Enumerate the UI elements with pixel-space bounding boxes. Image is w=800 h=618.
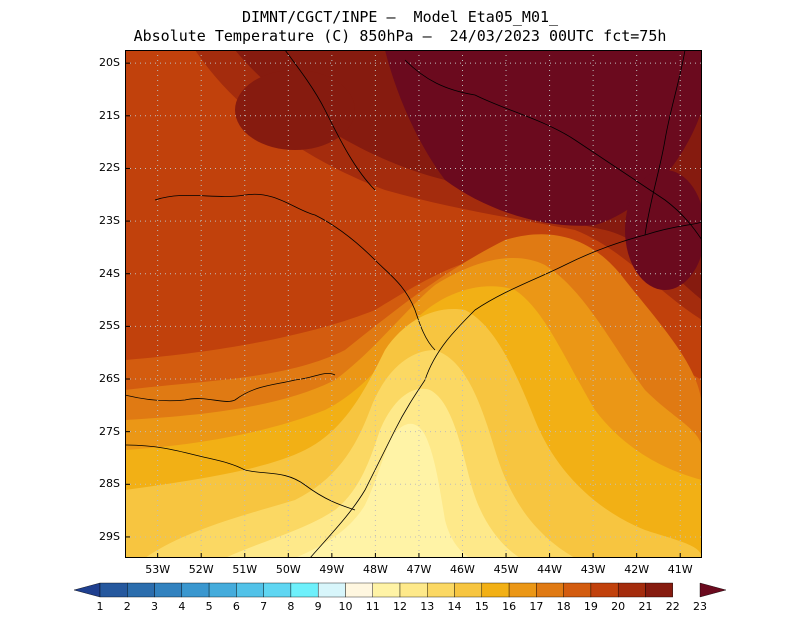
map-border xyxy=(125,50,702,558)
colorbar-swatch xyxy=(399,582,428,598)
colorbar-swatch xyxy=(154,582,183,598)
lon-tick-label: 51W xyxy=(232,563,258,576)
lon-tick-label: 49W xyxy=(319,563,345,576)
colorbar-swatch xyxy=(590,582,619,598)
colorbar-swatch xyxy=(699,582,726,598)
lat-tick-label: 23S xyxy=(99,214,120,228)
lat-tick-label: 29S xyxy=(99,529,120,543)
colorbar-tick-label: 22 xyxy=(665,600,680,613)
border-line xyxy=(154,193,436,351)
temperature-map xyxy=(125,50,702,558)
lat-tick-label: 25S xyxy=(99,319,120,333)
colorbar-swatch xyxy=(127,582,155,598)
colorbar-tick-label: 14 xyxy=(447,600,462,613)
colorbar-swatch xyxy=(617,582,646,598)
colorbar-swatch xyxy=(181,582,210,598)
graticule xyxy=(125,50,702,558)
lon-tick-label: 47W xyxy=(406,563,432,576)
colorbar-tick-label: 8 xyxy=(287,600,295,613)
colorbar-swatch xyxy=(645,582,673,598)
colorbar xyxy=(74,582,726,598)
lon-tick-label: 53W xyxy=(145,563,171,576)
coastline-borders xyxy=(125,50,702,558)
lat-tick-label: 22S xyxy=(99,161,120,175)
colorbar-swatch xyxy=(563,582,592,598)
coastline-atlantic xyxy=(424,221,702,381)
colorbar-swatch xyxy=(372,582,401,598)
coastline-south xyxy=(309,379,426,558)
lon-tick-label: 45W xyxy=(493,563,519,576)
colorbar-swatch xyxy=(481,582,510,598)
colorbar-tick-label: 3 xyxy=(151,600,159,613)
colorbar-tick-label: 23 xyxy=(693,600,707,613)
colorbar-swatch xyxy=(99,582,128,598)
colorbar-tick-label: 16 xyxy=(502,600,517,613)
lon-tick-label: 52W xyxy=(188,563,214,576)
colorbar-swatch xyxy=(236,582,264,598)
colorbar-swatch xyxy=(345,582,373,598)
colorbar-tick-label: 12 xyxy=(393,600,407,613)
coastline-northeast xyxy=(644,50,686,236)
colorbar-tick-label: 1 xyxy=(96,600,104,613)
lon-tick-label: 50W xyxy=(275,563,301,576)
colorbar-tick-label: 18 xyxy=(556,600,571,613)
border-line xyxy=(125,372,336,402)
colorbar-tick-label: 19 xyxy=(583,600,598,613)
colorbar-tick-label: 4 xyxy=(178,600,186,613)
lon-tick-label: 48W xyxy=(362,563,388,576)
colorbar-tick-label: 13 xyxy=(420,600,435,613)
colorbar-tick-label: 15 xyxy=(474,600,489,613)
colorbar-swatch xyxy=(74,582,101,598)
colorbar-tick-label: 5 xyxy=(205,600,213,613)
colorbar-tick-label: 9 xyxy=(314,600,322,613)
border-line xyxy=(284,50,376,191)
colorbar-tick-label: 2 xyxy=(123,600,131,613)
colorbar-tick-label: 6 xyxy=(232,600,240,613)
colorbar-tick-label: 10 xyxy=(338,600,353,613)
colorbar-swatch xyxy=(317,582,346,598)
field-band-13 xyxy=(225,388,520,558)
lon-tick-label: 43W xyxy=(580,563,606,576)
colorbar-swatch xyxy=(208,582,237,598)
lon-tick-label: 41W xyxy=(667,563,693,576)
field-hot-pocket-north xyxy=(235,70,355,150)
colorbar-swatch xyxy=(263,582,292,598)
lon-tick-label: 44W xyxy=(537,563,563,576)
colorbar-swatch xyxy=(290,582,319,598)
colorbar-swatch xyxy=(536,582,564,598)
field-band-12 xyxy=(295,423,470,558)
lat-tick-label: 26S xyxy=(99,372,120,385)
map-canvas xyxy=(125,50,702,558)
colorbar-swatch xyxy=(427,582,455,598)
lat-tick-label: 28S xyxy=(99,477,120,491)
colorbar-tick-label: 7 xyxy=(260,600,268,613)
lon-tick-label: 46W xyxy=(450,563,475,576)
field-band-23 xyxy=(385,50,702,226)
chart-title-line-2: Absolute Temperature (C) 850hPa – 24/03/… xyxy=(133,27,667,45)
border-line xyxy=(404,59,702,241)
lat-tick-label: 21S xyxy=(99,108,120,122)
lat-tick-label: 27S xyxy=(99,424,120,438)
colorbar-tick-label: 11 xyxy=(365,600,380,613)
chart-title-line-1: DIMNT/CGCT/INPE – Model Eta05_M01_ xyxy=(241,8,559,26)
colorbar-tick-label: 17 xyxy=(529,600,544,613)
colorbar-swatch xyxy=(508,582,537,598)
colorbar-swatch xyxy=(454,582,483,598)
colorbar-tick-label: 20 xyxy=(611,600,626,613)
lon-tick-label: 42W xyxy=(624,563,650,576)
colorbar-tick-label: 21 xyxy=(638,600,653,613)
lat-tick-label: 20S xyxy=(99,56,120,70)
lat-tick-label: 24S xyxy=(99,266,120,280)
